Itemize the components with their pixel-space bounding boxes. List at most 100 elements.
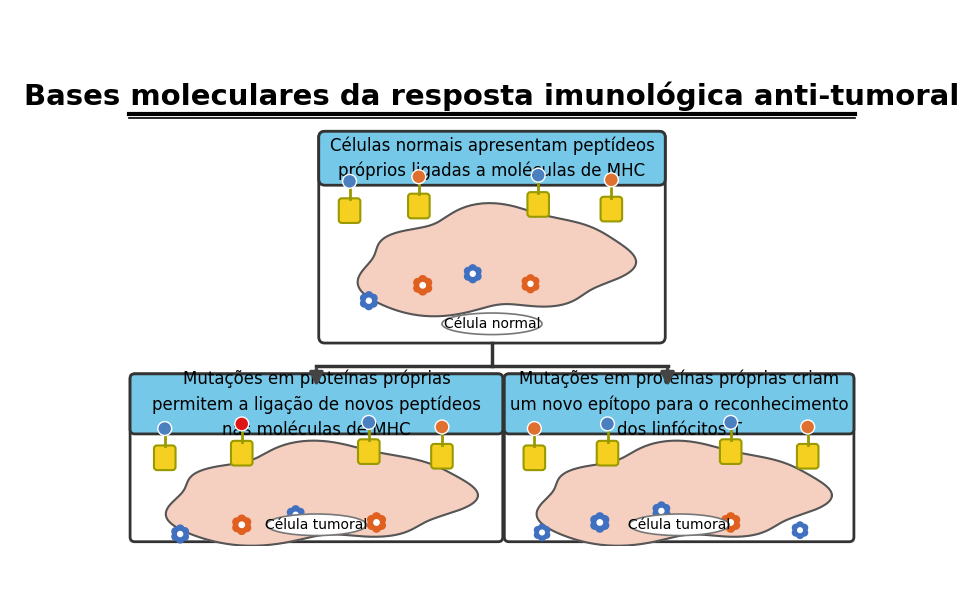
Text: Célula tumoral: Célula tumoral <box>628 518 731 532</box>
FancyBboxPatch shape <box>131 374 503 542</box>
Circle shape <box>591 516 599 524</box>
Circle shape <box>419 276 426 284</box>
Circle shape <box>465 267 472 275</box>
Circle shape <box>653 504 660 512</box>
Text: Mutações em proteínas próprias criam
um novo epítopo para o reconhecimento
dos l: Mutações em proteínas próprias criam um … <box>510 369 849 438</box>
Circle shape <box>596 513 604 521</box>
Circle shape <box>605 173 618 187</box>
Circle shape <box>372 513 380 521</box>
Circle shape <box>177 525 184 533</box>
Circle shape <box>727 513 734 521</box>
FancyBboxPatch shape <box>720 440 741 464</box>
FancyBboxPatch shape <box>601 197 622 221</box>
Ellipse shape <box>629 514 730 536</box>
Text: Célula normal: Célula normal <box>444 317 540 331</box>
Circle shape <box>531 278 539 285</box>
Circle shape <box>535 531 541 538</box>
FancyBboxPatch shape <box>504 374 853 542</box>
Circle shape <box>370 294 377 302</box>
Circle shape <box>239 522 245 527</box>
Circle shape <box>177 536 184 543</box>
Circle shape <box>539 534 545 541</box>
Circle shape <box>172 528 180 535</box>
Circle shape <box>368 521 375 529</box>
Circle shape <box>293 512 299 517</box>
Circle shape <box>792 524 800 531</box>
Circle shape <box>722 516 730 524</box>
Circle shape <box>797 531 804 538</box>
Circle shape <box>287 514 295 521</box>
FancyBboxPatch shape <box>339 198 360 223</box>
Circle shape <box>658 512 665 520</box>
Circle shape <box>180 528 188 535</box>
Circle shape <box>732 516 739 524</box>
Circle shape <box>243 524 251 531</box>
Circle shape <box>180 533 188 540</box>
Circle shape <box>527 275 534 282</box>
Circle shape <box>412 170 426 184</box>
Circle shape <box>801 420 815 434</box>
Circle shape <box>377 521 385 529</box>
Circle shape <box>419 287 426 295</box>
Circle shape <box>522 283 530 290</box>
Circle shape <box>792 529 800 536</box>
Circle shape <box>528 281 533 286</box>
Circle shape <box>420 283 425 288</box>
Circle shape <box>601 521 609 529</box>
Circle shape <box>465 273 472 280</box>
Circle shape <box>469 275 476 283</box>
Circle shape <box>292 506 300 513</box>
Circle shape <box>727 524 734 532</box>
Ellipse shape <box>266 514 367 536</box>
Circle shape <box>659 508 664 514</box>
Ellipse shape <box>442 313 542 335</box>
Circle shape <box>370 300 377 307</box>
Circle shape <box>470 272 475 276</box>
Circle shape <box>373 520 379 525</box>
Circle shape <box>653 510 660 517</box>
Circle shape <box>540 530 544 535</box>
Circle shape <box>238 515 246 523</box>
FancyBboxPatch shape <box>523 446 545 470</box>
Circle shape <box>233 524 241 531</box>
Text: Mutações em proteínas próprias
permitem a ligação de novos peptídeos
nas molécul: Mutações em proteínas próprias permitem … <box>152 369 481 438</box>
Circle shape <box>367 298 372 303</box>
Circle shape <box>724 416 737 429</box>
FancyBboxPatch shape <box>408 194 430 218</box>
Polygon shape <box>537 441 832 546</box>
FancyBboxPatch shape <box>131 374 503 434</box>
Circle shape <box>292 516 300 524</box>
FancyBboxPatch shape <box>431 444 453 468</box>
Circle shape <box>597 520 603 525</box>
Circle shape <box>297 508 304 516</box>
Circle shape <box>601 516 609 524</box>
Circle shape <box>658 502 665 509</box>
Circle shape <box>435 420 449 434</box>
Circle shape <box>527 285 534 292</box>
Circle shape <box>539 524 545 531</box>
Circle shape <box>365 292 372 299</box>
Text: Células normais apresentam peptídeos
próprios ligadas a moléculas de MHC: Células normais apresentam peptídeos pró… <box>329 136 655 180</box>
Circle shape <box>372 524 380 532</box>
Circle shape <box>662 504 670 512</box>
Circle shape <box>473 273 481 280</box>
Circle shape <box>522 278 530 285</box>
Circle shape <box>601 417 614 431</box>
FancyBboxPatch shape <box>358 440 379 464</box>
Text: Célula tumoral: Célula tumoral <box>265 518 368 532</box>
FancyBboxPatch shape <box>504 374 853 434</box>
Circle shape <box>238 527 246 535</box>
Circle shape <box>287 508 295 516</box>
Circle shape <box>542 527 550 533</box>
Circle shape <box>473 267 481 275</box>
Text: Bases moleculares da resposta imunológica anti-tumoral: Bases moleculares da resposta imunológic… <box>24 82 960 112</box>
Circle shape <box>365 302 372 310</box>
Circle shape <box>377 516 385 524</box>
Circle shape <box>801 524 807 531</box>
FancyBboxPatch shape <box>319 131 665 343</box>
Circle shape <box>469 265 476 272</box>
Circle shape <box>343 175 356 188</box>
Circle shape <box>414 284 421 292</box>
FancyBboxPatch shape <box>231 441 252 465</box>
Circle shape <box>423 284 432 292</box>
